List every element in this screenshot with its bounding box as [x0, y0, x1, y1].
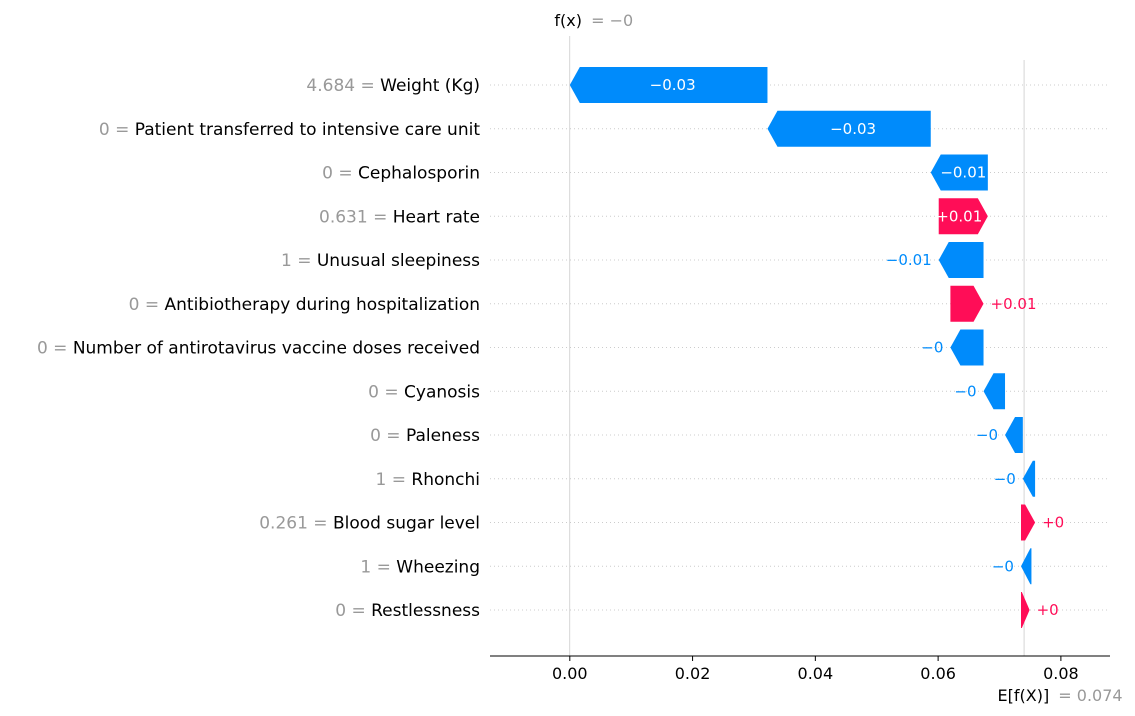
feature-label: 0 = Cephalosporin	[322, 164, 480, 184]
feature-name: Weight (Kg)	[380, 76, 480, 96]
feature-name: Patient transferred to intensive care un…	[135, 120, 481, 140]
bar-value-label: +0.01	[936, 207, 982, 225]
waterfall-bar	[767, 110, 931, 147]
feature-label: 0.261 = Blood sugar level	[259, 514, 480, 534]
feature-value: 0 =	[370, 426, 406, 446]
x-tick-label: 0.04	[798, 664, 834, 683]
bar-value-label: −0	[976, 426, 998, 444]
x-tick-label: 0.00	[552, 664, 588, 683]
feature-name: Blood sugar level	[333, 514, 480, 534]
reference-lines	[569, 36, 1025, 656]
feature-label: 0 = Patient transferred to intensive car…	[99, 120, 480, 140]
feature-value: 1 =	[360, 557, 396, 577]
feature-label: 0 = Cyanosis	[368, 382, 480, 402]
expected-value-value: = 0.074	[1058, 686, 1122, 705]
expected-value-label: E[f(X)]	[998, 686, 1050, 705]
feature-value: 0 =	[335, 601, 371, 621]
bar-value-label: −0	[954, 382, 976, 400]
x-tick-label: 0.06	[920, 664, 956, 683]
feature-name: Cephalosporin	[358, 164, 480, 184]
waterfall-bar	[1020, 592, 1030, 628]
feature-label: 1 = Wheezing	[360, 557, 480, 577]
bar-value-label: −0.01	[886, 251, 932, 269]
x-tick-label: 0.02	[675, 664, 711, 683]
bar-value-label: −0.01	[940, 164, 986, 182]
feature-value: 0 =	[368, 382, 404, 402]
bar-value-label: −0	[992, 557, 1014, 575]
feature-label: 1 = Rhonchi	[376, 470, 480, 490]
bar-value-label: +0	[1037, 601, 1059, 619]
feature-name: Paleness	[406, 426, 480, 446]
bars	[569, 67, 1036, 628]
feature-value: 0 =	[322, 164, 358, 184]
feature-label: 0 = Number of antirotavirus vaccine dose…	[37, 339, 480, 359]
feature-value: 0 =	[99, 120, 135, 140]
waterfall-bar	[1022, 460, 1036, 497]
feature-name: Heart rate	[393, 207, 480, 227]
expected-value-annotation: E[f(X)] = 0.074	[998, 686, 1123, 705]
waterfall-bar	[1020, 548, 1032, 585]
fx-value: = −0	[591, 11, 633, 30]
feature-name: Wheezing	[396, 557, 480, 577]
labels: −0.03 4.684 = Weight (Kg) −0.03 0 = Patient…	[37, 76, 1064, 621]
waterfall-bar	[950, 329, 984, 366]
waterfall-bar	[930, 154, 988, 191]
waterfall-bar	[1005, 417, 1023, 453]
bar-value-label: −0.03	[650, 76, 696, 94]
feature-label: 0 = Paleness	[370, 426, 480, 446]
feature-name: Cyanosis	[404, 382, 480, 402]
feature-value: 0.261 =	[259, 514, 333, 534]
bar-value-label: −0	[921, 339, 943, 357]
gridlines	[490, 84, 1110, 611]
waterfall-bar	[1020, 504, 1036, 541]
fx-label: f(x)	[554, 11, 582, 30]
waterfall-bar	[983, 373, 1006, 410]
bar-value-label: +0.01	[991, 295, 1037, 313]
feature-value: 1 =	[376, 470, 412, 490]
feature-value: 0 =	[37, 339, 73, 359]
feature-name: Number of antirotavirus vaccine doses re…	[73, 339, 480, 359]
feature-name: Restlessness	[371, 601, 480, 621]
feature-name: Rhonchi	[411, 470, 480, 490]
waterfall-bar	[950, 285, 984, 322]
feature-value: 4.684 =	[306, 76, 380, 96]
feature-label: 0 = Restlessness	[335, 601, 480, 621]
feature-value: 0 =	[129, 295, 165, 315]
feature-label: 4.684 = Weight (Kg)	[306, 76, 480, 96]
waterfall-bar	[938, 198, 988, 235]
x-tick-label: 0.08	[1043, 664, 1079, 683]
feature-label: 0 = Antibiotherapy during hospitalizatio…	[129, 295, 480, 315]
x-axis: 0.00 0.02 0.04 0.06 0.08	[490, 655, 1110, 683]
bar-value-label: +0	[1042, 514, 1064, 532]
feature-name: Unusual sleepiness	[317, 251, 480, 271]
feature-name: Antibiotherapy during hospitalization	[165, 295, 481, 315]
bar-value-label: −0.03	[830, 120, 876, 138]
fx-annotation: f(x) = −0	[554, 11, 633, 30]
feature-label: 0.631 = Heart rate	[319, 207, 480, 227]
feature-value: 0.631 =	[319, 207, 393, 227]
feature-value: 1 =	[281, 251, 317, 271]
waterfall-bar	[938, 242, 984, 278]
waterfall-bar	[569, 67, 768, 103]
bar-value-label: −0	[994, 470, 1016, 488]
feature-label: 1 = Unusual sleepiness	[281, 251, 480, 271]
